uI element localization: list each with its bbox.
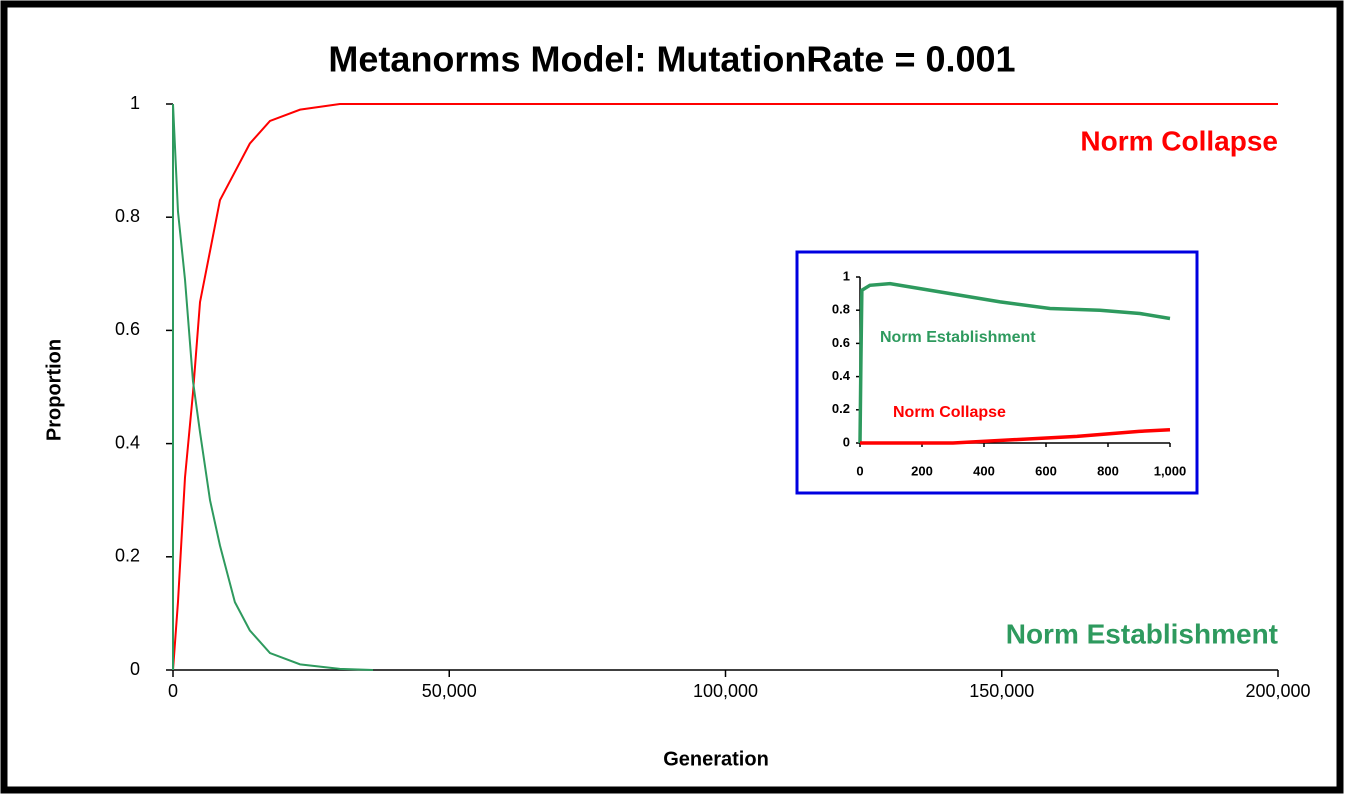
y-tick-label: 0.6 [115,319,140,339]
line-series [858,281,1171,444]
x-tick-label: 200,000 [1245,681,1310,701]
inset-frame [795,250,1199,495]
x-tick-label: 0 [856,463,863,478]
y-tick-label: 0 [130,659,140,679]
y-tick-label: 0.2 [115,546,140,566]
chart-title: Metanorms Model: MutationRate = 0.001 [328,39,1015,80]
y-tick-label: 0.4 [832,368,851,383]
y-tick-label: 0.2 [832,401,850,416]
y-tick-label: 0.8 [832,302,850,317]
line-series [172,103,374,671]
y-tick-label: 0.4 [115,432,140,452]
x-tick-label: 0 [168,681,178,701]
line-series [172,103,1278,671]
x-tick-label: 150,000 [969,681,1034,701]
y-axis-label: Proportion [43,339,65,441]
x-tick-label: 100,000 [693,681,758,701]
line-series [860,427,1171,445]
y-tick-label: 0 [843,434,850,449]
series-label: Norm Establishment [880,329,1036,346]
series-label: Norm Collapse [1080,125,1278,156]
x-axis-label: Generation [663,748,769,770]
y-tick-label: 1 [843,268,850,283]
x-tick-label: 800 [1097,463,1119,478]
y-tick-label: 1 [130,93,140,113]
series-label: Norm Collapse [893,404,1006,421]
x-tick-label: 50,000 [422,681,477,701]
series-label: Norm Establishment [1006,618,1278,649]
x-tick-label: 600 [1035,463,1057,478]
x-tick-label: 200 [911,463,933,478]
x-tick-label: 400 [973,463,995,478]
y-tick-label: 0.6 [832,335,850,350]
x-tick-label: 1,000 [1154,463,1187,478]
y-tick-label: 0.8 [115,206,140,226]
